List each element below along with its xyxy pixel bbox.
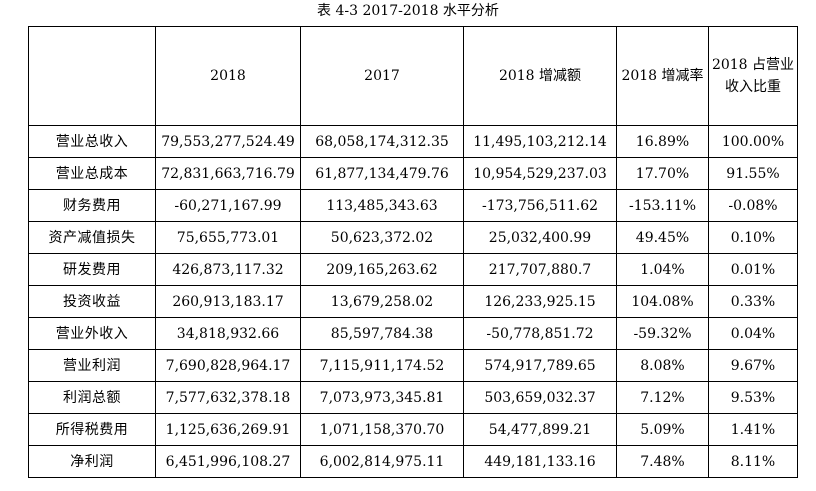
table-row: 营业总成本 72,831,663,716.79 61,877,134,479.76 1… <box>28 157 798 190</box>
change-rate-cell: 16.89% <box>616 125 709 158</box>
change-rate-cell: 1.04% <box>616 253 709 286</box>
header-2018: 2018 <box>155 26 301 126</box>
change-amount-cell: 25,032,400.99 <box>463 221 617 254</box>
value-2018-cell: 34,818,932.66 <box>155 317 301 350</box>
value-2017-cell: 1,071,158,370.70 <box>300 413 464 446</box>
change-rate-cell: -59.32% <box>616 317 709 350</box>
value-2018-cell: 260,913,183.17 <box>155 285 301 318</box>
table-row: 投资收益 260,913,183.17 13,679,258.02 126,233,9… <box>28 285 798 318</box>
value-2018-cell: 426,873,117.32 <box>155 253 301 286</box>
change-amount-cell: 449,181,133.16 <box>463 445 617 478</box>
revenue-share-cell: 8.11% <box>708 445 798 478</box>
row-label-cell: 资产减值损失 <box>28 221 156 254</box>
revenue-share-cell: 100.00% <box>708 125 798 158</box>
value-2017-cell: 209,165,263.62 <box>300 253 464 286</box>
table-row: 所得税费用 1,125,636,269.91 1,071,158,370.70 54,… <box>28 413 798 446</box>
table-row: 资产减值损失 75,655,773.01 50,623,372.02 25,032,4… <box>28 221 798 254</box>
horizontal-analysis-table: 2018 2017 2018 增减额 2018 增减率 2018 占营业收入比重… <box>28 26 798 478</box>
value-2017-cell: 50,623,372.02 <box>300 221 464 254</box>
value-2018-cell: 1,125,636,269.91 <box>155 413 301 446</box>
row-label-cell: 财务费用 <box>28 189 156 222</box>
value-2017-cell: 85,597,784.38 <box>300 317 464 350</box>
revenue-share-cell: -0.08% <box>708 189 798 222</box>
value-2018-cell: -60,271,167.99 <box>155 189 301 222</box>
table-row: 研发费用 426,873,117.32 209,165,263.62 217,707,… <box>28 253 798 286</box>
row-label-cell: 营业外收入 <box>28 317 156 350</box>
row-label-cell: 营业利润 <box>28 349 156 382</box>
value-2017-cell: 113,485,343.63 <box>300 189 464 222</box>
row-label-cell: 营业总收入 <box>28 125 156 158</box>
row-label-cell: 所得税费用 <box>28 413 156 446</box>
change-amount-cell: 574,917,789.65 <box>463 349 617 382</box>
value-2017-cell: 61,877,134,479.76 <box>300 157 464 190</box>
value-2018-cell: 72,831,663,716.79 <box>155 157 301 190</box>
table-body: 营业总收入 79,553,277,524.49 68,058,174,312.35 1… <box>28 125 798 478</box>
revenue-share-cell: 0.33% <box>708 285 798 318</box>
value-2018-cell: 6,451,996,108.27 <box>155 445 301 478</box>
change-rate-cell: -153.11% <box>616 189 709 222</box>
change-amount-cell: 10,954,529,237.03 <box>463 157 617 190</box>
header-2017: 2017 <box>300 26 464 126</box>
revenue-share-cell: 0.10% <box>708 221 798 254</box>
row-label-cell: 研发费用 <box>28 253 156 286</box>
table-caption: 表 4-3 2017-2018 水平分析 <box>317 3 499 19</box>
change-rate-cell: 7.48% <box>616 445 709 478</box>
header-change-rate: 2018 增减率 <box>616 26 709 126</box>
value-2017-cell: 6,002,814,975.11 <box>300 445 464 478</box>
value-2018-cell: 79,553,277,524.49 <box>155 125 301 158</box>
revenue-share-cell: 9.67% <box>708 349 798 382</box>
header-row: 2018 2017 2018 增减额 2018 增减率 2018 占营业收入比重 <box>28 26 798 126</box>
revenue-share-cell: 0.04% <box>708 317 798 350</box>
value-2017-cell: 13,679,258.02 <box>300 285 464 318</box>
header-revenue-share: 2018 占营业收入比重 <box>708 26 798 126</box>
value-2017-cell: 7,073,973,345.81 <box>300 381 464 414</box>
table-row: 财务费用 -60,271,167.99 113,485,343.63 -173,756… <box>28 189 798 222</box>
table-row: 营业外收入 34,818,932.66 85,597,784.38 -50,778,8… <box>28 317 798 350</box>
value-2018-cell: 7,577,632,378.18 <box>155 381 301 414</box>
change-amount-cell: 217,707,880.7 <box>463 253 617 286</box>
value-2018-cell: 7,690,828,964.17 <box>155 349 301 382</box>
change-amount-cell: -173,756,511.62 <box>463 189 617 222</box>
change-amount-cell: 11,495,103,212.14 <box>463 125 617 158</box>
row-label-cell: 利润总额 <box>28 381 156 414</box>
change-amount-cell: 126,233,925.15 <box>463 285 617 318</box>
change-rate-cell: 8.08% <box>616 349 709 382</box>
revenue-share-cell: 9.53% <box>708 381 798 414</box>
table-row: 净利润 6,451,996,108.27 6,002,814,975.11 449,1… <box>28 445 798 478</box>
header-blank-cell <box>28 26 156 126</box>
row-label-cell: 投资收益 <box>28 285 156 318</box>
value-2017-cell: 7,115,911,174.52 <box>300 349 464 382</box>
change-rate-cell: 49.45% <box>616 221 709 254</box>
table-row: 营业总收入 79,553,277,524.49 68,058,174,312.35 1… <box>28 125 798 158</box>
revenue-share-cell: 0.01% <box>708 253 798 286</box>
change-amount-cell: 54,477,899.21 <box>463 413 617 446</box>
row-label-cell: 净利润 <box>28 445 156 478</box>
value-2017-cell: 68,058,174,312.35 <box>300 125 464 158</box>
row-label-cell: 营业总成本 <box>28 157 156 190</box>
change-rate-cell: 104.08% <box>616 285 709 318</box>
value-2018-cell: 75,655,773.01 <box>155 221 301 254</box>
table-row: 营业利润 7,690,828,964.17 7,115,911,174.52 574,… <box>28 349 798 382</box>
header-change-amount: 2018 增减额 <box>463 26 617 126</box>
change-rate-cell: 7.12% <box>616 381 709 414</box>
change-rate-cell: 17.70% <box>616 157 709 190</box>
change-rate-cell: 5.09% <box>616 413 709 446</box>
change-amount-cell: -50,778,851.72 <box>463 317 617 350</box>
revenue-share-cell: 1.41% <box>708 413 798 446</box>
change-amount-cell: 503,659,032.37 <box>463 381 617 414</box>
revenue-share-cell: 91.55% <box>708 157 798 190</box>
table-row: 利润总额 7,577,632,378.18 7,073,973,345.81 503,… <box>28 381 798 414</box>
